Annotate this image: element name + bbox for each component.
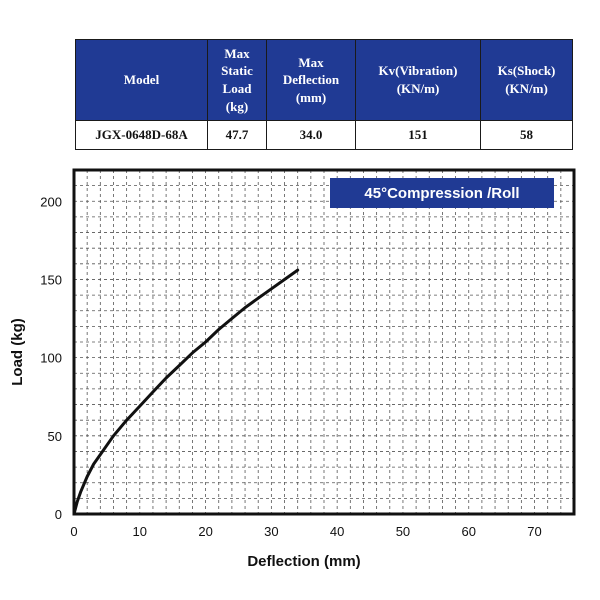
x-tick-label: 20 [198,524,212,539]
spec-table: Model Max Static Load (kg) Max Deflectio… [75,39,573,150]
header-line: Kv(Vibration) [378,63,458,79]
header-line: (mm) [295,89,327,105]
header-line: Max [224,45,250,61]
chart-grid [74,169,575,514]
load-deflection-chart: 0 10 20 30 40 50 60 70 0 50 100 150 200 45°Compressi… [9,168,576,570]
cell-kv: 151 [355,120,481,150]
header-max-static-load: Max Static Load (kg) [207,39,267,121]
x-tick-label: 40 [330,524,344,539]
chart-title-badge [330,178,554,208]
header-line: Deflection [282,72,340,88]
cell-max-static-load: 47.7 [207,120,267,150]
header-model-line: Model [123,72,160,88]
x-tick-label: 10 [133,524,147,539]
cell-ks: 58 [480,120,573,150]
header-model: Model [75,39,208,121]
x-tick-label: 70 [527,524,541,539]
y-tick-label: 50 [48,429,62,444]
y-tick-label: 150 [40,272,62,287]
x-tick-label: 30 [264,524,278,539]
y-tick-label: 200 [40,194,62,209]
x-axis-title: Deflection (mm) [247,553,360,570]
header-max-deflection: Max Deflection (mm) [266,39,356,121]
header-line: (KN/m) [505,81,548,96]
cell-model: JGX-0648D-68A [75,120,208,150]
cell-max-deflection: 34.0 [266,120,356,150]
x-tick-label: 60 [462,524,476,539]
header-line: Ks(Shock) [497,63,556,79]
header-line: Load [222,81,252,96]
series-line [72,268,300,516]
header-line: Max [298,54,324,70]
header-line: (KN/m) [396,81,440,96]
header-ks: Ks(Shock) (KN/m) [480,39,573,121]
spec-header-row: Model Max Static Load (kg) Max Deflectio… [75,39,573,121]
axis-ticks: 0 10 20 30 40 50 60 70 0 50 100 150 200 [40,194,541,539]
series-group [72,268,300,516]
x-tick-label: 0 [70,524,77,539]
header-line: (kg) [225,98,249,114]
y-tick-label: 100 [40,351,62,366]
header-kv: Kv(Vibration) (KN/m) [355,39,481,121]
x-tick-label: 50 [396,524,410,539]
plot-frame [72,168,576,516]
chart-title: 45°Compression /Roll [364,185,519,202]
header-line: Static [221,63,253,79]
spec-data-row: JGX-0648D-68A 47.7 34.0 151 58 [75,120,573,150]
y-tick-label: 0 [55,507,62,522]
y-axis-title: Load (kg) [9,318,26,386]
